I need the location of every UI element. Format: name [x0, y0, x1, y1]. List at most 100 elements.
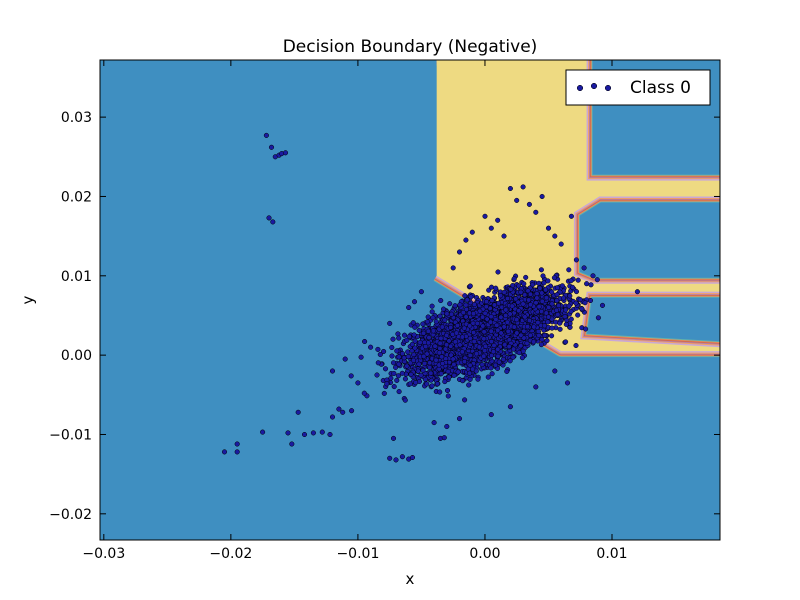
data-point	[431, 420, 437, 426]
data-point	[569, 284, 576, 290]
scatter-points-layer	[221, 132, 640, 463]
data-point	[552, 368, 558, 374]
data-point	[452, 339, 458, 345]
data-point	[554, 285, 560, 291]
data-point	[467, 283, 473, 289]
data-point	[539, 336, 545, 343]
data-point	[340, 409, 346, 415]
data-point	[554, 292, 560, 298]
data-point	[567, 293, 573, 299]
data-point	[468, 294, 474, 300]
data-point	[421, 353, 427, 359]
data-point	[456, 416, 463, 422]
data-point	[520, 184, 526, 190]
data-point	[526, 201, 532, 207]
data-point	[396, 335, 402, 341]
data-point	[549, 289, 555, 295]
data-point	[498, 330, 504, 336]
data-point	[412, 345, 418, 351]
data-point	[527, 291, 534, 297]
data-point	[489, 371, 495, 377]
data-point	[511, 324, 517, 330]
data-point	[498, 293, 504, 299]
data-point	[432, 343, 438, 349]
legend-box	[565, 69, 711, 106]
data-point	[533, 209, 539, 215]
data-point	[396, 361, 402, 367]
data-point	[391, 384, 397, 390]
data-point	[534, 295, 540, 301]
data-point	[488, 314, 494, 320]
data-point	[394, 348, 400, 354]
data-point	[418, 372, 424, 378]
data-point	[401, 332, 408, 338]
data-point	[599, 302, 606, 308]
data-point	[503, 312, 509, 319]
data-point	[381, 390, 387, 396]
data-point	[285, 430, 291, 436]
data-point	[329, 414, 336, 420]
region-class-0	[100, 60, 720, 540]
data-point	[541, 323, 548, 329]
data-point	[545, 319, 551, 325]
data-point	[439, 354, 445, 360]
data-point	[582, 300, 588, 306]
data-point	[471, 329, 477, 336]
data-point	[551, 275, 557, 281]
data-point	[405, 354, 411, 360]
data-point	[411, 299, 418, 305]
data-point	[491, 342, 497, 349]
data-point	[462, 293, 468, 299]
data-point	[568, 278, 574, 284]
data-point	[533, 384, 539, 390]
data-point	[444, 332, 450, 338]
data-point	[424, 381, 430, 387]
data-point	[531, 339, 537, 345]
data-point	[441, 435, 447, 441]
data-point	[289, 441, 295, 447]
data-point	[555, 312, 561, 318]
data-point	[577, 297, 583, 303]
data-point	[546, 304, 552, 310]
data-point	[448, 352, 454, 358]
data-point	[390, 360, 397, 366]
data-point	[389, 353, 395, 359]
data-point	[411, 332, 417, 338]
data-point	[536, 304, 542, 310]
data-point	[417, 339, 423, 346]
data-point	[444, 387, 451, 394]
data-point	[518, 289, 524, 295]
data-point	[488, 328, 494, 334]
data-point	[514, 330, 520, 336]
data-point	[493, 285, 499, 291]
data-point	[563, 321, 569, 327]
x-tick-label: −0.01	[336, 546, 379, 562]
data-point	[513, 296, 519, 302]
data-point	[459, 334, 465, 340]
data-point	[266, 215, 272, 221]
data-point	[438, 335, 444, 341]
data-point	[467, 362, 473, 368]
data-point	[501, 233, 507, 239]
data-point	[549, 301, 555, 307]
data-point	[270, 219, 276, 225]
x-tick-label: −0.03	[82, 546, 125, 562]
data-point	[562, 314, 568, 320]
data-point	[511, 276, 517, 282]
data-point	[564, 380, 571, 386]
data-point	[389, 344, 395, 351]
data-point	[440, 361, 446, 367]
data-point	[560, 295, 567, 301]
data-point	[437, 389, 443, 395]
data-point	[526, 297, 532, 303]
data-point	[463, 237, 469, 243]
data-point	[427, 364, 433, 371]
data-point	[536, 280, 542, 286]
data-point	[463, 306, 469, 312]
chart-title: Decision Boundary (Negative)	[283, 37, 538, 57]
data-point	[480, 323, 486, 329]
data-point	[469, 229, 475, 235]
data-point	[588, 282, 594, 288]
data-point	[399, 454, 405, 460]
